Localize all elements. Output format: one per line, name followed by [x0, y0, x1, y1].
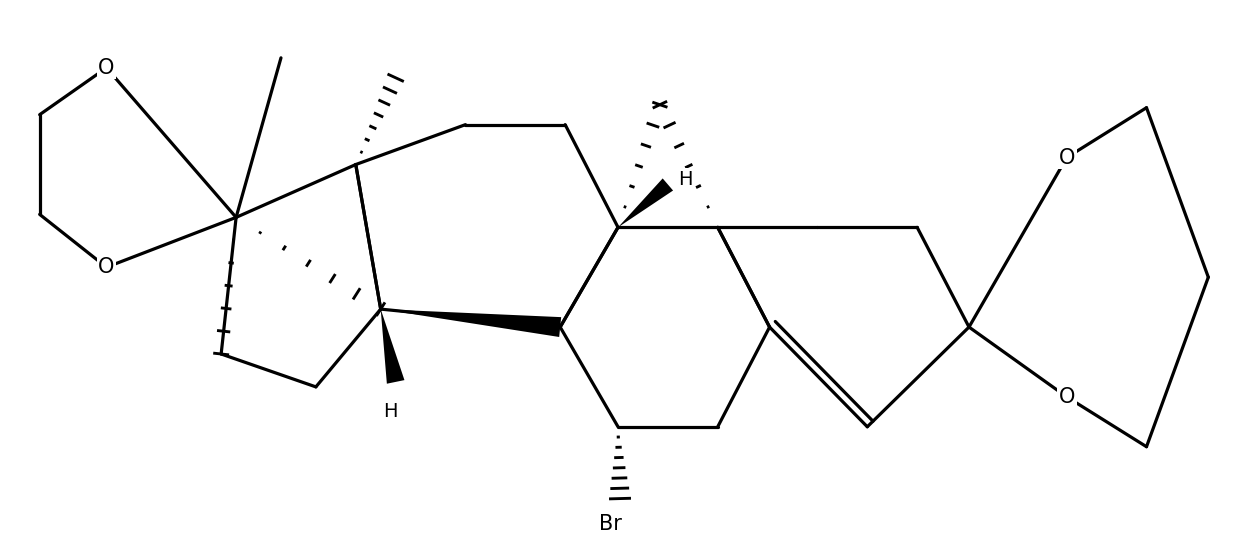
- Text: O: O: [98, 58, 115, 78]
- Polygon shape: [618, 178, 673, 227]
- Text: O: O: [1059, 387, 1075, 407]
- Text: Br: Br: [598, 513, 622, 533]
- Text: H: H: [384, 403, 397, 421]
- Polygon shape: [381, 309, 405, 384]
- Text: O: O: [1059, 147, 1075, 168]
- Text: O: O: [98, 257, 115, 277]
- Polygon shape: [381, 309, 561, 337]
- Text: H: H: [679, 170, 693, 189]
